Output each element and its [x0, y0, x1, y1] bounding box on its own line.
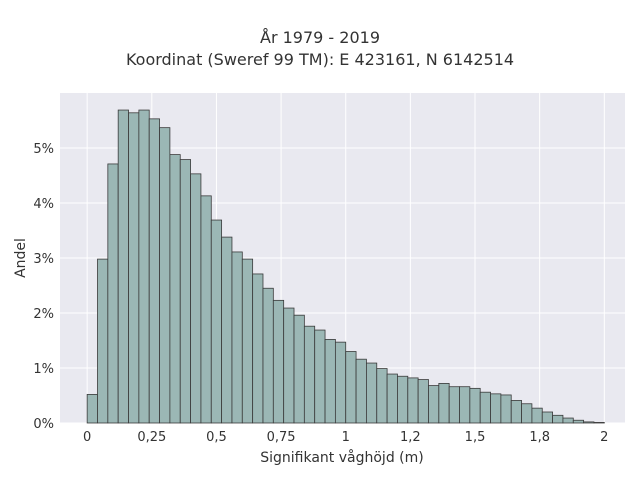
x-tick-label: 1 — [342, 430, 350, 445]
histogram-bar — [593, 422, 605, 424]
histogram-bar — [479, 391, 491, 424]
x-tick-label: 1,2 — [400, 430, 421, 445]
y-tick-label: 3% — [33, 252, 54, 267]
y-tick-label: 0% — [33, 417, 54, 432]
histogram-bar — [97, 258, 109, 424]
histogram-bar — [552, 414, 564, 424]
x-tick-label: 0,75 — [267, 430, 296, 445]
x-tick-label: 0 — [83, 430, 91, 445]
histogram-bar — [283, 307, 295, 424]
histogram-bar — [86, 393, 98, 424]
histogram-bar — [303, 325, 316, 424]
histogram-bar — [324, 338, 336, 424]
histogram-bar — [521, 403, 533, 424]
histogram-bar — [541, 411, 553, 424]
x-tick-label: 2 — [600, 430, 608, 445]
y-tick-label: 5% — [33, 142, 54, 157]
histogram-bar — [572, 419, 585, 424]
histogram-bar — [107, 163, 119, 424]
histogram-bar — [510, 400, 522, 424]
histogram-bar — [386, 373, 398, 424]
histogram-bar — [159, 127, 171, 424]
histogram-bar — [179, 159, 191, 424]
histogram-bar — [428, 385, 440, 424]
histogram-bar — [169, 154, 181, 424]
y-tick-label: 2% — [33, 307, 54, 322]
histogram-bar — [148, 118, 160, 424]
histogram-bar — [355, 358, 367, 424]
histogram-bar — [500, 394, 512, 424]
histogram-bar — [448, 386, 460, 424]
histogram-bar — [438, 382, 450, 424]
histogram-bar — [138, 109, 150, 424]
y-axis-label: Andel — [13, 238, 29, 278]
x-tick-label: 0,5 — [206, 430, 227, 445]
histogram-bar — [397, 375, 409, 424]
histogram-bar — [376, 368, 388, 424]
y-tick-label: 4% — [33, 197, 54, 212]
histogram-bar — [190, 173, 202, 424]
x-axis-label: Signifikant våghöjd (m) — [260, 449, 423, 466]
histogram-bar — [407, 377, 419, 424]
histogram-bar — [231, 251, 243, 424]
histogram-bar — [221, 236, 233, 424]
histogram-bar — [490, 393, 502, 424]
histogram-bar — [262, 287, 274, 424]
x-tick-label: 0,25 — [137, 430, 166, 445]
histogram-bar — [314, 329, 326, 424]
chart-title: År 1979 - 2019 — [260, 28, 380, 47]
histogram-bar — [128, 112, 140, 424]
histogram-bar — [562, 417, 574, 424]
histogram-bar — [583, 421, 595, 424]
histogram-bar — [252, 273, 264, 424]
histogram-bar — [345, 351, 357, 424]
x-tick-label: 1,5 — [465, 430, 486, 445]
histogram-bar — [210, 219, 223, 424]
histogram-bar — [241, 258, 254, 424]
x-tick-label: 1,8 — [529, 430, 550, 445]
histogram-bar — [417, 379, 429, 424]
histogram-bar — [469, 387, 481, 424]
histogram-bar — [366, 362, 378, 424]
histogram-bar — [334, 341, 347, 424]
y-tick-label: 1% — [33, 362, 54, 377]
histogram-bar — [459, 386, 471, 424]
histogram-bar — [531, 407, 543, 424]
histogram-bar — [117, 109, 129, 424]
chart-subtitle: Koordinat (Sweref 99 TM): E 423161, N 61… — [125, 50, 515, 69]
histogram-bar — [272, 299, 285, 424]
histogram-bar — [200, 195, 212, 424]
histogram-bar — [293, 314, 305, 424]
